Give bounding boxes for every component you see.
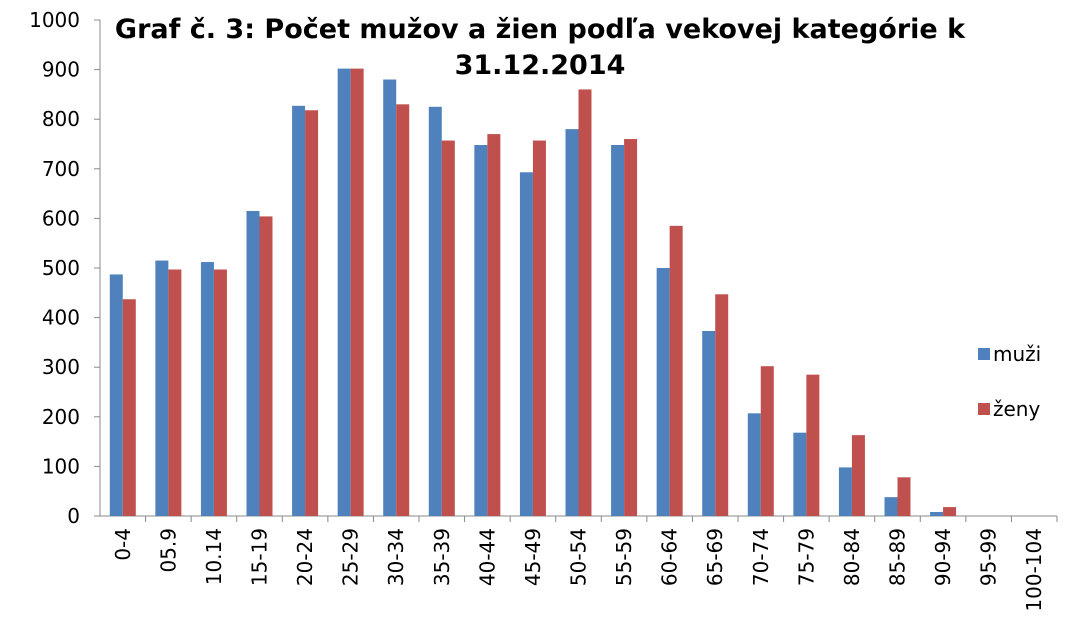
bar — [350, 68, 364, 516]
x-tick-label: 85-89 — [886, 528, 910, 586]
x-tick-label: 75-79 — [794, 528, 818, 586]
bar — [943, 507, 957, 516]
chart-title: Graf č. 3: Počet mužov a žien podľa veko… — [114, 14, 966, 81]
bar — [441, 140, 455, 516]
bar — [669, 225, 683, 516]
bar — [565, 129, 579, 516]
bar — [246, 210, 260, 516]
x-tick-label: 15-19 — [248, 528, 272, 586]
legend-label: ženy — [993, 397, 1040, 421]
y-tick-label: 200 — [42, 405, 80, 429]
bar — [624, 139, 638, 517]
bar — [806, 374, 820, 516]
bar — [747, 413, 761, 516]
bar — [656, 268, 670, 516]
bar — [259, 216, 273, 516]
x-tick-label: 70-74 — [749, 528, 773, 586]
x-tick-label: 25-29 — [339, 528, 363, 586]
bar — [200, 262, 214, 516]
legend-swatch — [978, 403, 990, 415]
y-tick-label: 400 — [42, 306, 80, 330]
legend-swatch — [978, 348, 990, 360]
y-tick-label: 100 — [42, 454, 80, 478]
y-tick-label: 0 — [67, 504, 80, 528]
bar — [702, 330, 716, 516]
bar — [383, 79, 397, 517]
bar — [838, 467, 852, 516]
bar — [396, 104, 410, 516]
x-tick-label: 80-84 — [840, 528, 864, 586]
x-tick-label: 45-49 — [521, 528, 545, 586]
x-tick-label: 0-4 — [111, 528, 135, 561]
bar — [337, 68, 351, 516]
x-tick-label: 55-59 — [612, 528, 636, 586]
y-tick-label: 300 — [42, 355, 80, 379]
bar — [428, 106, 442, 517]
bar — [532, 140, 546, 516]
bar — [487, 134, 501, 516]
bar — [109, 274, 123, 516]
bar — [213, 269, 227, 516]
x-tick-label: 20-24 — [293, 528, 317, 586]
y-tick-label: 500 — [42, 256, 80, 280]
bar — [122, 299, 136, 516]
bar — [715, 294, 729, 516]
x-tick-label: 05.9 — [156, 528, 180, 573]
x-tick-label: 50-54 — [567, 528, 591, 586]
x-tick-label: 65-69 — [703, 528, 727, 586]
bar — [611, 144, 625, 516]
bar — [897, 477, 911, 516]
bar — [292, 105, 306, 517]
bar — [578, 89, 592, 516]
bar — [155, 260, 169, 516]
bar — [884, 497, 898, 516]
legend-label: muži — [993, 342, 1041, 366]
y-tick-label: 800 — [42, 107, 80, 131]
x-tick-label: 100-104 — [1022, 528, 1046, 612]
x-tick-label: 10.14 — [202, 528, 226, 585]
bar — [519, 172, 533, 516]
bar — [793, 432, 807, 516]
x-tick-label: 30-34 — [384, 528, 408, 586]
bar — [930, 512, 944, 516]
bar — [851, 435, 865, 516]
bar — [474, 144, 488, 516]
y-tick-label: 700 — [42, 157, 80, 181]
y-tick-label: 1000 — [29, 8, 80, 32]
bar — [168, 269, 182, 516]
x-tick-label: 95-99 — [977, 528, 1001, 586]
x-tick-label: 60-64 — [658, 528, 682, 586]
y-tick-label: 600 — [42, 206, 80, 230]
bar — [760, 366, 774, 516]
x-tick-label: 35-39 — [430, 528, 454, 586]
x-tick-label: 40-44 — [475, 528, 499, 586]
x-tick-label: 90-94 — [931, 528, 955, 586]
bar — [305, 110, 319, 516]
y-tick-label: 900 — [42, 58, 80, 82]
